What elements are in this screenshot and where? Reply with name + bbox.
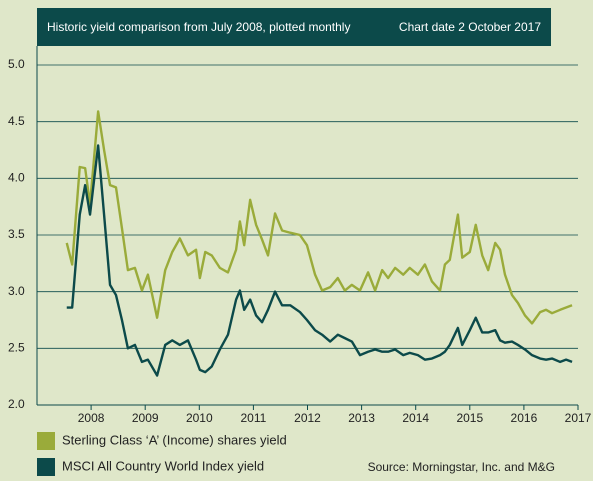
series-line: [66, 144, 573, 377]
x-tick-label: 2013: [348, 411, 375, 425]
y-tick-label: 4.5: [8, 114, 25, 128]
chart-title: Historic yield comparison from July 2008…: [47, 20, 350, 34]
y-tick-label: 2.0: [8, 397, 25, 411]
y-tick-label: 3.0: [8, 284, 25, 298]
x-tick-label: 2016: [511, 411, 538, 425]
x-tick-label: 2012: [294, 411, 321, 425]
legend-swatch: [37, 458, 55, 476]
y-tick-label: 3.5: [8, 227, 25, 241]
y-tick-label: 4.0: [8, 171, 25, 185]
y-tick-label: 2.5: [8, 341, 25, 355]
y-tick-label: 5.0: [8, 57, 25, 71]
x-tick-label: 2011: [240, 411, 266, 425]
source: Source: Morningstar, Inc. and M&G: [368, 460, 555, 474]
title-bar: [37, 8, 551, 46]
legend-swatch: [37, 432, 55, 450]
x-tick-label: 2017: [565, 411, 592, 425]
series-line: [65, 110, 573, 325]
x-tick-label: 2015: [456, 411, 483, 425]
legend-label: MSCI All Country World Index yield: [62, 458, 264, 473]
x-tick-label: 2009: [132, 411, 159, 425]
chart-subtitle: Chart date 2 October 2017: [399, 20, 541, 34]
legend-label: Sterling Class ‘A’ (Income) shares yield: [62, 432, 287, 447]
x-tick-label: 2010: [186, 411, 213, 425]
x-tick-label: 2014: [402, 411, 429, 425]
x-tick-label: 2008: [78, 411, 105, 425]
